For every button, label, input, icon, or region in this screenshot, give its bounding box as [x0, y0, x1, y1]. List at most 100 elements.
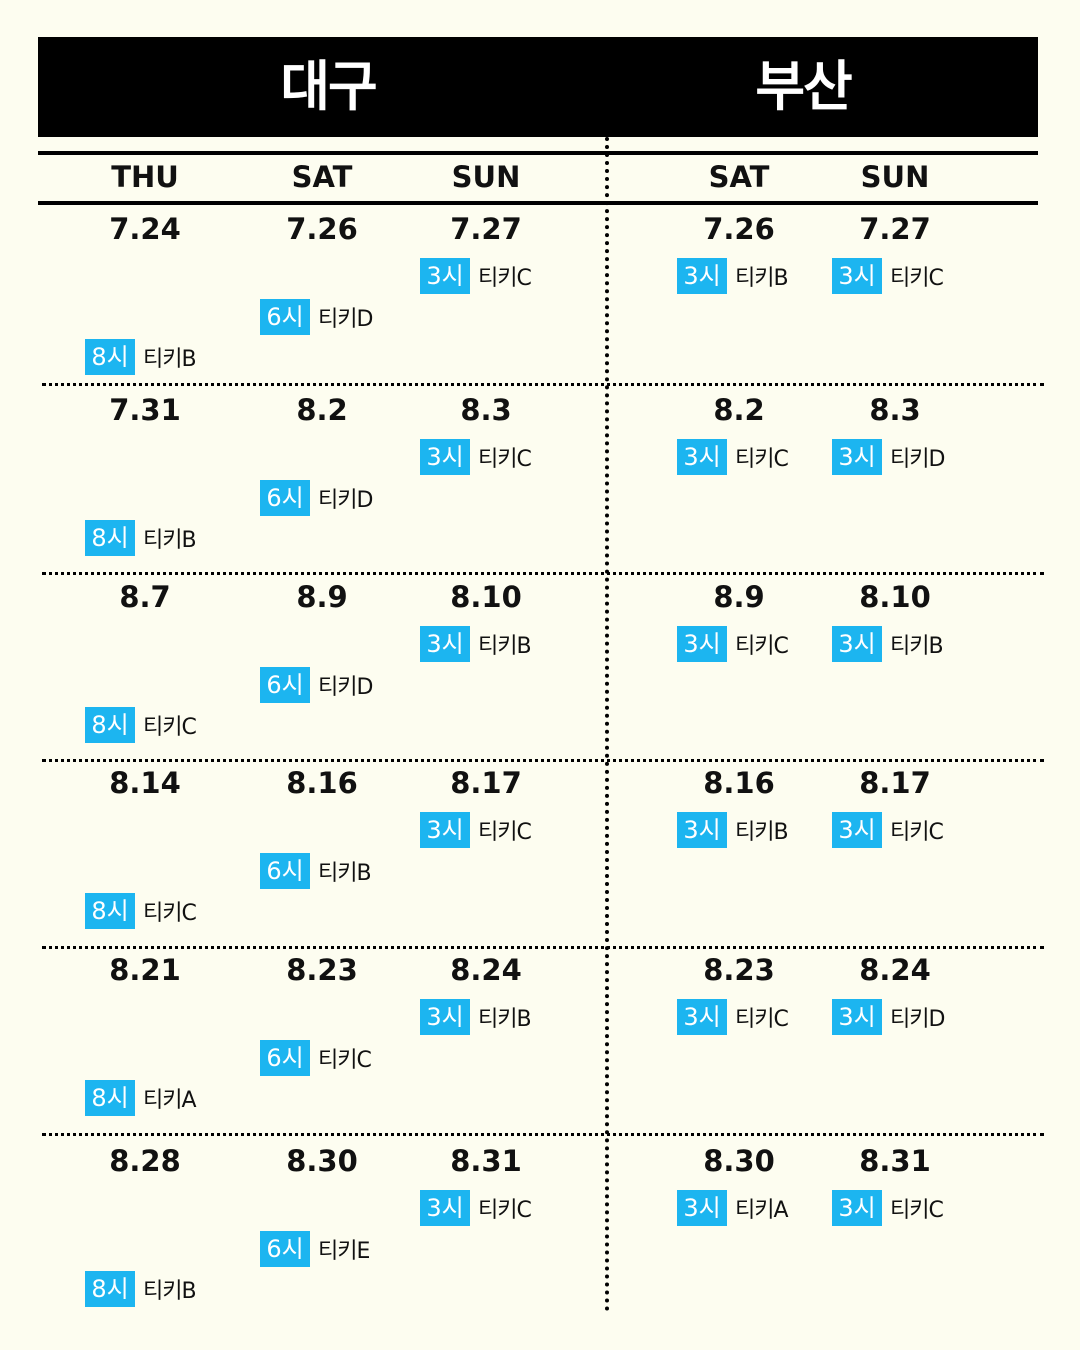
time-badge: 8시	[85, 1271, 135, 1307]
showtime-slot: 3시 티키D	[832, 439, 945, 475]
showtime-slot: 8시 티키B	[85, 1271, 197, 1307]
showtime-slot: 3시 티키B	[420, 999, 532, 1035]
showtime-slot: 6시 티키E	[260, 1231, 370, 1267]
row-separator	[42, 572, 1044, 575]
time-badge: 3시	[677, 812, 727, 848]
date-label: 8.23	[286, 953, 358, 987]
ticket-vendor-label: 티키B	[143, 1279, 197, 1304]
showtime-slot: 3시 티키C	[832, 1190, 944, 1226]
showtime-slot: 6시 티키D	[260, 480, 373, 516]
showtime-slot: 6시 티키D	[260, 299, 373, 335]
time-badge: 8시	[85, 707, 135, 743]
showtime-slot: 8시 티키C	[85, 707, 197, 743]
day-header-sat-3: SAT	[708, 160, 770, 194]
day-header-thu-0: THU	[111, 160, 179, 194]
ticket-vendor-label: 티키B	[735, 266, 789, 291]
time-badge: 3시	[420, 626, 470, 662]
row-separator	[42, 383, 1044, 386]
time-badge: 3시	[677, 999, 727, 1035]
ticket-vendor-label: 티키B	[890, 634, 944, 659]
time-badge: 3시	[677, 1190, 727, 1226]
city-daegu-title: 대구	[280, 55, 377, 118]
time-badge: 3시	[677, 626, 727, 662]
showtime-slot: 8시 티키A	[85, 1080, 197, 1116]
date-label: 7.27	[450, 212, 522, 246]
ticket-vendor-label: 티키D	[890, 447, 945, 472]
time-badge: 6시	[260, 299, 310, 335]
ticket-vendor-label: 티키E	[318, 1239, 370, 1264]
showtime-slot: 3시 티키C	[832, 812, 944, 848]
time-badge: 8시	[85, 1080, 135, 1116]
date-label: 7.27	[859, 212, 931, 246]
showtime-slot: 3시 티키B	[677, 258, 789, 294]
ticket-vendor-label: 티키B	[143, 347, 197, 372]
date-label: 8.3	[460, 393, 512, 427]
time-badge: 6시	[260, 1231, 310, 1267]
time-badge: 3시	[677, 439, 727, 475]
time-badge: 6시	[260, 853, 310, 889]
date-label: 8.30	[286, 1144, 358, 1178]
ticket-vendor-label: 티키C	[478, 266, 532, 291]
time-badge: 8시	[85, 893, 135, 929]
time-badge: 3시	[420, 1190, 470, 1226]
date-label: 8.24	[859, 953, 931, 987]
time-badge: 3시	[420, 999, 470, 1035]
showtime-slot: 6시 티키C	[260, 1040, 372, 1076]
time-badge: 6시	[260, 480, 310, 516]
showtime-slot: 3시 티키C	[420, 258, 532, 294]
time-badge: 3시	[832, 258, 882, 294]
time-badge: 6시	[260, 1040, 310, 1076]
showtime-slot: 3시 티키B	[420, 626, 532, 662]
showtime-slot: 8시 티키C	[85, 893, 197, 929]
ticket-vendor-label: 티키B	[735, 820, 789, 845]
row-separator	[42, 946, 1044, 949]
header-bar: 대구 부산	[38, 37, 1038, 137]
showtime-slot: 3시 티키B	[832, 626, 944, 662]
date-label: 8.7	[119, 580, 171, 614]
day-header-sun-2: SUN	[451, 160, 521, 194]
showtime-slot: 6시 티키B	[260, 853, 372, 889]
date-label: 8.17	[450, 766, 522, 800]
date-label: 8.16	[286, 766, 358, 800]
date-label: 8.23	[703, 953, 775, 987]
date-label: 8.16	[703, 766, 775, 800]
ticket-vendor-label: 티키D	[318, 488, 373, 513]
date-label: 7.26	[703, 212, 775, 246]
ticket-vendor-label: 티키D	[318, 307, 373, 332]
date-label: 8.10	[859, 580, 931, 614]
time-badge: 3시	[832, 439, 882, 475]
time-badge: 3시	[832, 999, 882, 1035]
ticket-vendor-label: 티키C	[143, 901, 197, 926]
date-label: 8.14	[109, 766, 181, 800]
showtime-slot: 3시 티키B	[677, 812, 789, 848]
row-separator	[42, 759, 1044, 762]
ticket-vendor-label: 티키B	[478, 1007, 532, 1032]
showtime-slot: 8시 티키B	[85, 339, 197, 375]
ticket-vendor-label: 티키B	[318, 861, 372, 886]
ticket-vendor-label: 티키C	[735, 1007, 789, 1032]
time-badge: 3시	[832, 1190, 882, 1226]
showtime-slot: 3시 티키C	[420, 1190, 532, 1226]
showtime-slot: 3시 티키C	[420, 812, 532, 848]
ticket-vendor-label: 티키C	[735, 447, 789, 472]
showtime-slot: 3시 티키C	[832, 258, 944, 294]
date-label: 7.26	[286, 212, 358, 246]
date-label: 7.31	[109, 393, 181, 427]
ticket-vendor-label: 티키C	[478, 820, 532, 845]
ticket-vendor-label: 티키C	[478, 1198, 532, 1223]
ticket-vendor-label: 티키C	[143, 715, 197, 740]
time-badge: 6시	[260, 667, 310, 703]
ticket-vendor-label: 티키C	[318, 1048, 372, 1073]
date-label: 8.24	[450, 953, 522, 987]
date-label: 7.24	[109, 212, 181, 246]
time-badge: 3시	[832, 626, 882, 662]
day-header-top-rule	[38, 151, 1038, 155]
ticket-vendor-label: 티키C	[890, 266, 944, 291]
time-badge: 8시	[85, 339, 135, 375]
day-header-sun-4: SUN	[860, 160, 930, 194]
time-badge: 3시	[420, 812, 470, 848]
date-label: 8.21	[109, 953, 181, 987]
date-label: 8.9	[296, 580, 348, 614]
ticket-vendor-label: 티키D	[318, 675, 373, 700]
ticket-vendor-label: 티키D	[890, 1007, 945, 1032]
